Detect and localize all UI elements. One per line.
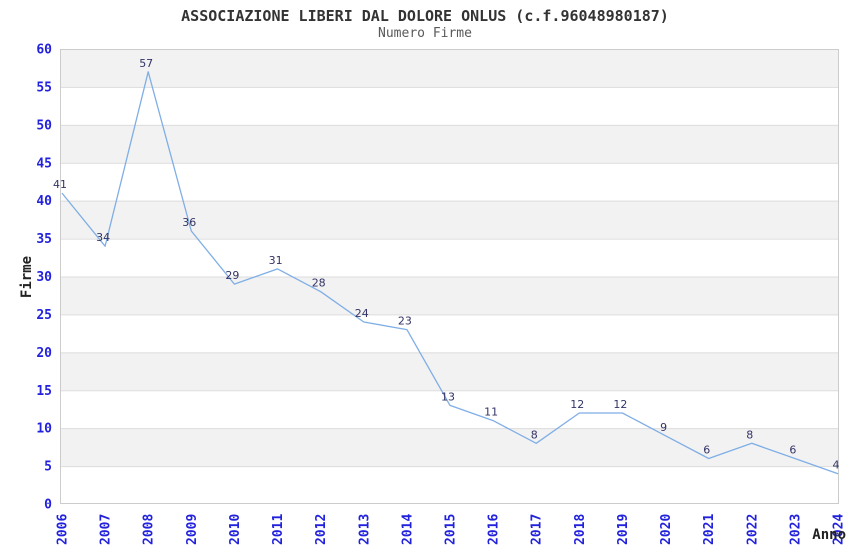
y-tick-label: 25	[36, 308, 52, 323]
x-tick-label: 2016	[487, 514, 502, 545]
plot-band	[60, 200, 839, 239]
data-label: 23	[398, 315, 412, 328]
plot-band	[60, 428, 839, 467]
x-tick-label: 2006	[56, 514, 71, 545]
x-tick-label: 2018	[573, 514, 588, 545]
y-tick-label: 50	[36, 118, 52, 133]
x-tick-label: 2011	[271, 514, 286, 545]
y-tick-label: 5	[44, 460, 52, 475]
data-label: 6	[789, 444, 796, 457]
data-label: 36	[182, 216, 196, 229]
data-label: 8	[531, 428, 538, 441]
data-label: 29	[225, 269, 239, 282]
x-tick-label: 2022	[745, 514, 760, 545]
plot-band	[60, 124, 839, 163]
data-label: 6	[703, 444, 710, 457]
data-label: 12	[570, 398, 584, 411]
chart-title: ASSOCIAZIONE LIBERI DAL DOLORE ONLUS (c.…	[181, 7, 669, 25]
y-tick-label: 15	[36, 384, 52, 399]
x-tick-label: 2020	[659, 514, 674, 545]
y-tick-label: 55	[36, 80, 52, 95]
data-label: 57	[139, 57, 153, 70]
plot-band	[60, 352, 839, 391]
data-label: 12	[613, 398, 627, 411]
plot-band	[60, 49, 839, 87]
x-tick-label: 2015	[444, 514, 459, 545]
x-tick-label: 2014	[400, 514, 415, 545]
y-tick-label: 20	[36, 346, 52, 361]
chart-subtitle: Numero Firme	[378, 26, 472, 41]
x-tick-label: 2009	[185, 514, 200, 545]
data-label: 28	[312, 277, 326, 290]
x-tick-label: 2019	[616, 514, 631, 545]
y-tick-label: 60	[36, 43, 52, 58]
series-line	[61, 71, 839, 475]
x-tick-label: 2024	[832, 514, 847, 545]
data-label: 41	[53, 178, 67, 191]
x-tick-label: 2008	[142, 514, 157, 545]
y-tick-label: 35	[36, 232, 52, 247]
data-label: 11	[484, 406, 498, 419]
data-label: 8	[746, 428, 753, 441]
y-tick-label: 40	[36, 194, 52, 209]
x-tick-label: 2013	[357, 514, 372, 545]
data-label: 24	[355, 307, 369, 320]
x-tick-label: 2007	[99, 514, 114, 545]
x-tick-label: 2021	[702, 514, 717, 545]
data-label: 4	[833, 459, 840, 472]
y-tick-label: 45	[36, 156, 52, 171]
data-label: 13	[441, 390, 455, 403]
y-tick-label: 30	[36, 270, 52, 285]
y-tick-label: 0	[44, 498, 52, 513]
data-label: 9	[660, 421, 667, 434]
x-tick-label: 2023	[788, 514, 803, 545]
data-label: 34	[96, 231, 110, 244]
x-tick-label: 2017	[530, 514, 545, 545]
x-axis-title: Anno	[812, 527, 846, 543]
data-label: 31	[269, 254, 283, 267]
x-tick-label: 2010	[228, 514, 243, 545]
x-tick-label: 2012	[314, 514, 329, 545]
y-axis-title: Firme	[19, 256, 35, 298]
y-tick-label: 10	[36, 422, 52, 437]
plot-band	[60, 276, 839, 315]
plot-frame	[60, 49, 839, 504]
